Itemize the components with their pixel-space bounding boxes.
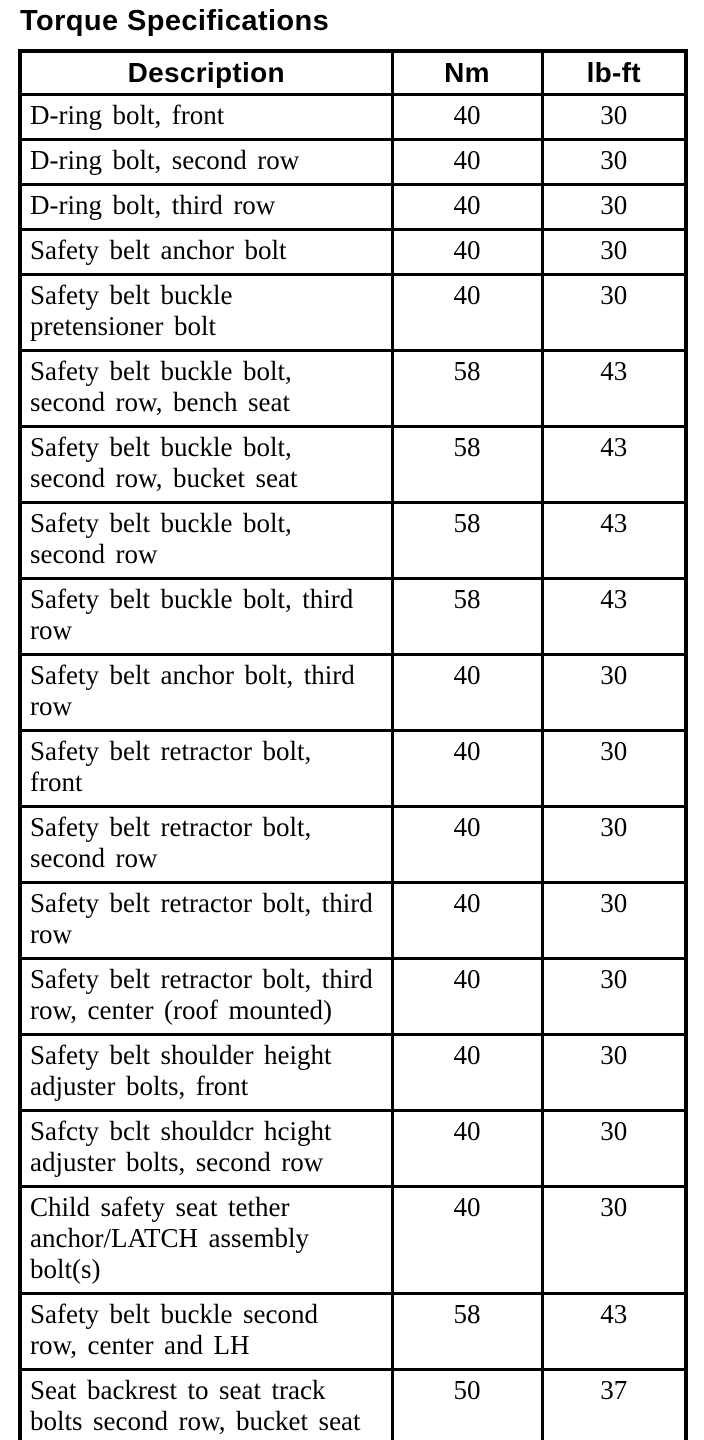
lbft-value-cell: 30	[540, 881, 688, 960]
description-cell: Safcty bclt shouldcr hcight adjuster bol…	[18, 1109, 394, 1188]
table-row: Safety belt buckle bolt, second row, ben…	[18, 349, 688, 428]
table-row: Safety belt buckle bolt, second row 58 4…	[18, 501, 688, 580]
nm-value-cell: 58	[390, 425, 544, 504]
lbft-value-cell: 43	[540, 425, 688, 504]
torque-specifications-table: Description Nm lb-ft D-ring bolt, front …	[18, 49, 688, 1440]
lbft-value-cell: 30	[540, 183, 688, 231]
lbft-value-cell: 43	[540, 349, 688, 428]
lbft-value-cell: 30	[540, 729, 688, 808]
lbft-value-cell: 30	[540, 1109, 688, 1188]
description-cell: Safety belt retractor bolt, third row, c…	[18, 957, 394, 1036]
lbft-value-cell: 30	[540, 93, 688, 141]
description-cell: Safety belt anchor bolt	[18, 228, 394, 276]
nm-value-cell: 40	[390, 1033, 544, 1112]
nm-value-cell: 40	[390, 138, 544, 186]
lbft-value-cell: 30	[540, 228, 688, 276]
table-row: Safety belt buckle bolt, second row, buc…	[18, 425, 688, 504]
nm-value-cell: 40	[390, 273, 544, 352]
description-cell: Safety belt buckle second row, center an…	[18, 1292, 394, 1371]
table-row: Safety belt anchor bolt, third row 40 30	[18, 653, 688, 732]
lbft-value-cell: 43	[540, 501, 688, 580]
table-row: Safety belt retractor bolt, third row 40…	[18, 881, 688, 960]
nm-value-cell: 40	[390, 729, 544, 808]
description-cell: Safety belt retractor bolt, third row	[18, 881, 394, 960]
table-row: Seat backrest to seat track bolts second…	[18, 1368, 688, 1440]
nm-value-cell: 40	[390, 1185, 544, 1295]
table-header-row: Description Nm lb-ft	[18, 49, 688, 96]
description-cell: Safety belt buckle pretensioner bolt	[18, 273, 394, 352]
nm-value-cell: 40	[390, 957, 544, 1036]
lbft-value-cell: 30	[540, 957, 688, 1036]
description-cell: D-ring bolt, second row	[18, 138, 394, 186]
description-cell: D-ring bolt, front	[18, 93, 394, 141]
lbft-value-cell: 30	[540, 138, 688, 186]
nm-value-cell: 58	[390, 501, 544, 580]
lbft-value-cell: 30	[540, 1033, 688, 1112]
nm-value-cell: 58	[390, 349, 544, 428]
nm-value-cell: 40	[390, 653, 544, 732]
lbft-value-cell: 43	[540, 1292, 688, 1371]
description-cell: Safety belt buckle bolt, second row	[18, 501, 394, 580]
table-row: D-ring bolt, front 40 30	[18, 93, 688, 141]
description-cell: Safety belt anchor bolt, third row	[18, 653, 394, 732]
page-title: Torque Specifications	[20, 5, 330, 37]
lbft-value-cell: 30	[540, 273, 688, 352]
description-cell: Child safety seat tether anchor/LATCH as…	[18, 1185, 394, 1295]
lbft-value-cell: 30	[540, 805, 688, 884]
lbft-value-cell: 30	[540, 1185, 688, 1295]
nm-value-cell: 40	[390, 183, 544, 231]
description-cell: Safety belt retractor bolt, front	[18, 729, 394, 808]
nm-value-cell: 40	[390, 228, 544, 276]
column-header-lbft: lb-ft	[540, 49, 688, 96]
table-row: Safety belt buckle second row, center an…	[18, 1292, 688, 1371]
description-cell: Safety belt shoulder height adjuster bol…	[18, 1033, 394, 1112]
table-row: Safety belt retractor bolt, second row 4…	[18, 805, 688, 884]
table-row: Child safety seat tether anchor/LATCH as…	[18, 1185, 688, 1295]
table-row: Safety belt retractor bolt, third row, c…	[18, 957, 688, 1036]
nm-value-cell: 50	[390, 1368, 544, 1440]
nm-value-cell: 40	[390, 93, 544, 141]
lbft-value-cell: 43	[540, 577, 688, 656]
column-header-nm: Nm	[390, 49, 544, 96]
table-row: Safety belt shoulder height adjuster bol…	[18, 1033, 688, 1112]
column-header-description: Description	[18, 49, 394, 96]
lbft-value-cell: 37	[540, 1368, 688, 1440]
nm-value-cell: 58	[390, 1292, 544, 1371]
table-row: Safety belt buckle pretensioner bolt 40 …	[18, 273, 688, 352]
table-row: Safety belt buckle bolt, third row 58 43	[18, 577, 688, 656]
table-row: D-ring bolt, third row 40 30	[18, 183, 688, 231]
table-row: D-ring bolt, second row 40 30	[18, 138, 688, 186]
description-cell: Safety belt buckle bolt, second row, ben…	[18, 349, 394, 428]
description-cell: Safety belt buckle bolt, second row, buc…	[18, 425, 394, 504]
nm-value-cell: 40	[390, 1109, 544, 1188]
nm-value-cell: 40	[390, 805, 544, 884]
table-row: Safcty bclt shouldcr hcight adjuster bol…	[18, 1109, 688, 1188]
table-row: Safety belt retractor bolt, front 40 30	[18, 729, 688, 808]
description-cell: Safety belt buckle bolt, third row	[18, 577, 394, 656]
description-cell: Safety belt retractor bolt, second row	[18, 805, 394, 884]
description-cell: Seat backrest to seat track bolts second…	[18, 1368, 394, 1440]
nm-value-cell: 40	[390, 881, 544, 960]
lbft-value-cell: 30	[540, 653, 688, 732]
table-row: Safety belt anchor bolt 40 30	[18, 228, 688, 276]
nm-value-cell: 58	[390, 577, 544, 656]
description-cell: D-ring bolt, third row	[18, 183, 394, 231]
